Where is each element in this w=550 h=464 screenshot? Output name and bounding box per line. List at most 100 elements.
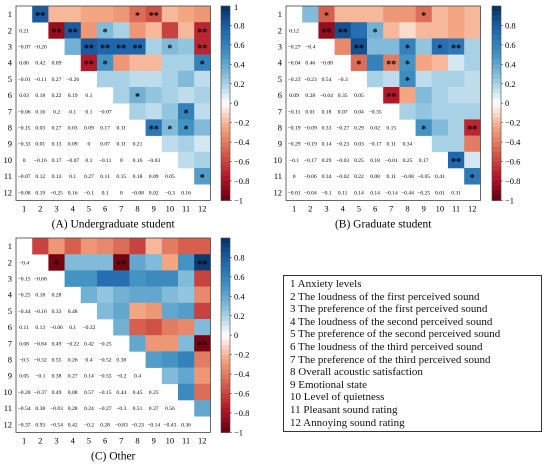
correlation-value: 0 — [120, 190, 123, 196]
heatmap-cell — [161, 302, 179, 320]
correlation-value: −0.16 — [34, 158, 47, 164]
correlation-value: −0.08 — [131, 190, 144, 196]
colorbar-segment — [221, 69, 230, 75]
colorbar-segment — [221, 247, 230, 253]
colorbar-segment — [221, 44, 230, 51]
heatmap-cell — [383, 70, 400, 88]
heatmap-cell — [194, 103, 211, 120]
colorbar-segment — [492, 15, 501, 21]
colorbar-segment — [221, 98, 230, 104]
heatmap-cell — [161, 70, 179, 88]
y-tick-label: 3 — [278, 42, 282, 52]
colorbar-segment — [221, 176, 230, 182]
correlation-value: 0.28 — [68, 406, 78, 412]
correlation-value: 0.18 — [322, 109, 332, 115]
colorbar-segment — [492, 176, 501, 182]
correlation-value: 0.4 — [85, 358, 92, 364]
colorbar-segment — [221, 344, 230, 351]
correlation-value: 0.17 — [100, 126, 110, 132]
correlation-value: −0.17 — [304, 158, 317, 164]
correlation-value: −0.06 — [304, 174, 317, 180]
colorbar-segment — [492, 20, 501, 26]
heatmap-cell — [194, 367, 211, 385]
colorbar-segment — [221, 127, 230, 133]
x-tick-label: 10 — [166, 435, 175, 445]
colorbar-segment — [221, 252, 230, 258]
correlation-value: −0.20 — [34, 45, 47, 51]
heatmap-cell — [194, 351, 211, 368]
correlation-value: 0.18 — [35, 93, 45, 99]
heatmap-cell — [80, 6, 98, 23]
heatmap-cell — [415, 70, 433, 88]
heatmap-cell — [113, 319, 130, 336]
heatmap-cell — [431, 103, 449, 120]
x-tick-label: 12 — [198, 435, 207, 445]
heatmap-cell — [178, 270, 195, 287]
correlation-value: 0.08 — [370, 174, 380, 180]
heatmap-cell — [194, 238, 211, 255]
correlation-value: 0.07 — [338, 109, 348, 115]
significance-mark: ** — [354, 44, 364, 55]
panel-caption: (C) Other — [91, 450, 136, 462]
y-tick-label: 10 — [274, 155, 283, 165]
correlation-value: 0.06 — [19, 61, 29, 67]
heatmap-cell — [448, 70, 465, 88]
heatmap-cell — [145, 302, 163, 320]
correlation-value: 0.03 — [35, 126, 45, 132]
correlation-value: −0.23 — [336, 142, 349, 148]
correlation-value: 0.16 — [35, 109, 45, 115]
significance-mark: ** — [197, 44, 207, 55]
correlation-value: 0.35 — [338, 93, 348, 99]
correlation-value: −0.14 — [147, 422, 160, 428]
significance-mark: * — [103, 27, 108, 38]
colorbar-segment — [492, 93, 501, 99]
heatmap-cell — [145, 103, 163, 120]
y-tick-label: 11 — [274, 171, 282, 181]
heatmap-cell — [64, 270, 82, 287]
colorbar-segment — [492, 54, 501, 60]
heatmap-cell — [431, 119, 449, 136]
correlation-value: 0.33 — [52, 309, 62, 315]
correlation-value: 0.01 — [35, 142, 45, 148]
correlation-value: 0.25 — [403, 158, 413, 164]
y-tick-label: 1 — [8, 241, 12, 251]
significance-mark: ** — [116, 44, 126, 55]
colorbar-segment — [221, 108, 230, 114]
correlation-value: −0.3 — [338, 77, 348, 83]
colorbar-segment — [221, 93, 230, 99]
heatmap-cell — [97, 38, 114, 55]
correlation-value: 0.28 — [100, 422, 110, 428]
panel-caption: (A) Undergraduate student — [52, 218, 176, 230]
correlation-value: −0.1 — [84, 190, 94, 196]
correlation-value: −0.03 — [147, 158, 160, 164]
colorbar-tick-label: 0.6 — [234, 40, 245, 50]
heatmap-cell — [448, 103, 465, 120]
heatmap-cell — [161, 238, 179, 255]
colorbar-segment — [221, 10, 230, 17]
heatmap-cell — [145, 238, 163, 255]
heatmap-cell — [334, 22, 352, 39]
heatmap-cell — [194, 319, 211, 336]
correlation-value: 0.05 — [165, 174, 175, 180]
heatmap-cell — [178, 87, 195, 104]
heatmap-cell — [113, 70, 130, 88]
heatmap-cell — [194, 54, 211, 72]
correlation-value: 0.11 — [338, 190, 348, 196]
heatmap-cell — [161, 87, 179, 104]
significance-mark: * — [421, 11, 426, 22]
colorbar-segment — [221, 354, 230, 360]
correlation-value: 0.4 — [134, 374, 141, 380]
heatmap-cell — [80, 238, 98, 255]
colorbar-tick-label: −1 — [505, 195, 514, 205]
colorbar-tick-label: −0.6 — [234, 157, 249, 167]
correlation-value: 0.1 — [85, 93, 92, 99]
significance-mark: * — [200, 173, 205, 184]
correlation-value: −0.68 — [34, 277, 47, 283]
y-tick-label: 7 — [8, 338, 12, 348]
colorbar-segment — [221, 349, 230, 356]
y-tick-label: 8 — [8, 355, 12, 365]
correlation-value: 0.09 — [68, 142, 78, 148]
heatmap-cell — [113, 238, 130, 255]
correlation-value: 0.11 — [19, 325, 29, 331]
correlation-value: 0.14 — [322, 142, 332, 148]
